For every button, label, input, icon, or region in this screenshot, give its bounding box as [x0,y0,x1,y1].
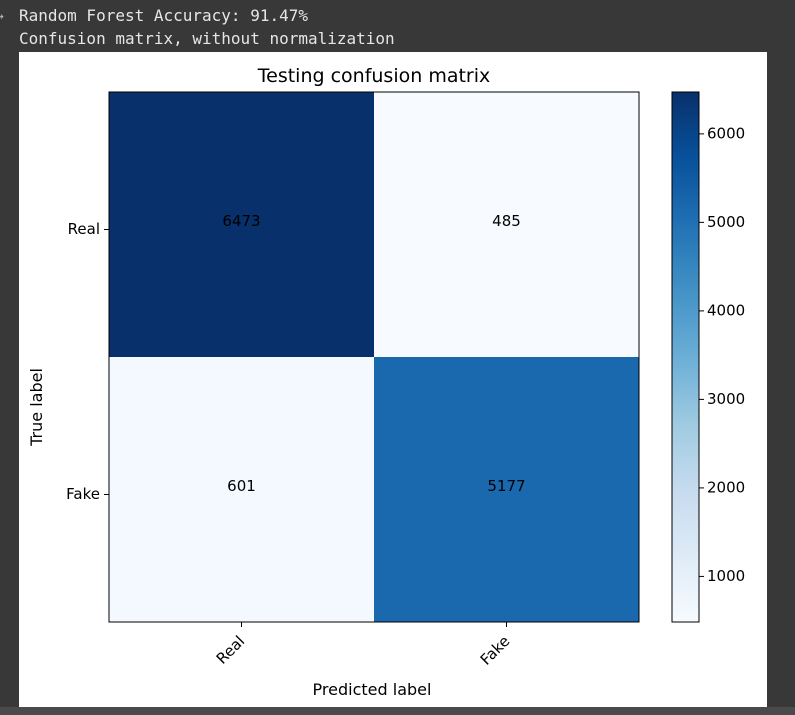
chart-title: Testing confusion matrix [257,65,491,87]
matrix-cell [109,92,374,357]
cell-value-label: 485 [492,212,521,230]
colorbar-tick-label: 2000 [707,478,745,496]
output-arrow-icon: ↳ [0,7,5,23]
figure-canvas: 6473 485 601 5177 Testing confusion matrix R… [19,52,767,707]
cell-value-label: 601 [227,477,256,495]
cell-value-label: 6473 [222,212,260,230]
confusion-matrix-chart: 6473 485 601 5177 Testing confusion matrix R… [27,65,745,699]
x-tick-label: Real [213,632,249,668]
x-axis-label: Predicted label [313,680,432,699]
colorbar-tick-label: 6000 [707,124,745,142]
colorbar-tick-label: 5000 [707,213,745,231]
confusion-output-line: Confusion matrix, without normalization [19,29,395,48]
colorbar-tick-label: 4000 [707,301,745,319]
matrix-cell [374,92,639,357]
y-tick-label: Real [68,220,100,238]
colorbar-tick-label: 3000 [707,390,745,408]
cell-output: ↳ Random Forest Accuracy: 91.47% Confusi… [0,0,795,52]
matrix-cell [374,357,639,622]
y-tick-label: Fake [66,485,100,503]
colorbar [671,91,700,623]
plot-frame [108,91,640,623]
x-tick-label: Fake [477,632,514,669]
accuracy-output-line: Random Forest Accuracy: 91.47% [19,6,308,25]
matrix-cell [109,357,374,622]
bottom-scrollbar [0,707,795,715]
colorbar-tick-label: 1000 [707,567,745,585]
cell-value-label: 5177 [487,477,525,495]
y-axis-label: True label [27,368,46,447]
